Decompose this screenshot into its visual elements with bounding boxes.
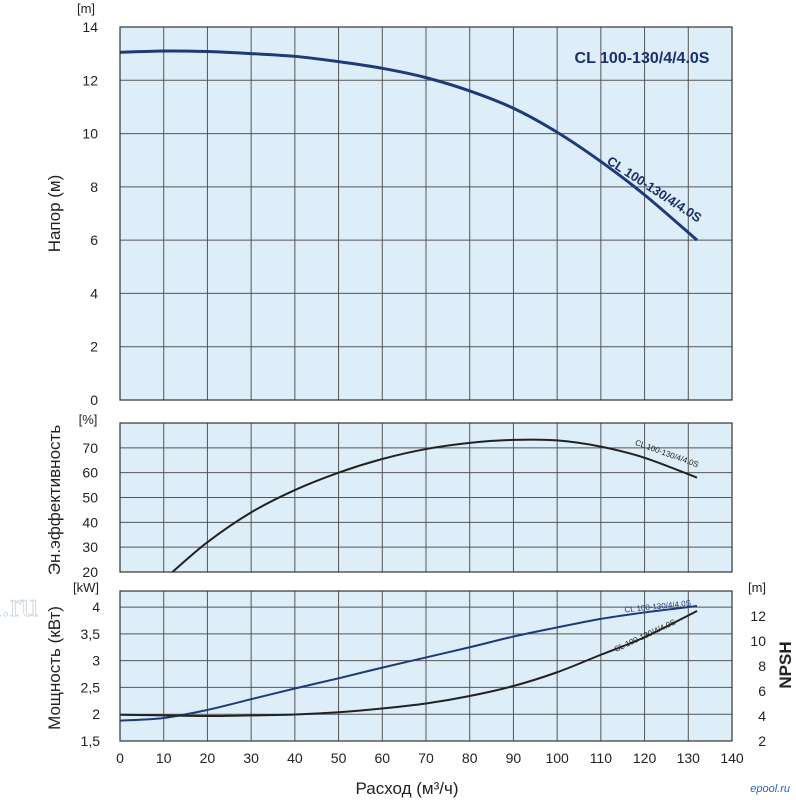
y2-tick-label: 2 bbox=[758, 733, 766, 749]
y-tick-label: 2,5 bbox=[81, 679, 101, 695]
y-tick-label: 12 bbox=[82, 72, 98, 88]
y-tick-label: 70 bbox=[82, 440, 98, 456]
x-tick-label: 80 bbox=[462, 750, 478, 766]
y-axis-unit: [kW] bbox=[73, 580, 99, 595]
plot-frame bbox=[119, 26, 733, 401]
y-tick-label: 50 bbox=[82, 490, 98, 506]
x-tick-label: 130 bbox=[677, 750, 701, 766]
x-tick-label: 140 bbox=[720, 750, 744, 766]
x-tick-label: 60 bbox=[374, 750, 390, 766]
y-tick-label: 3,5 bbox=[81, 626, 101, 642]
x-tick-label: 50 bbox=[331, 750, 347, 766]
watermark-text: l.ru bbox=[0, 587, 38, 624]
y-tick-label: 8 bbox=[90, 179, 98, 195]
power-curve bbox=[119, 605, 698, 722]
y-tick-label: 40 bbox=[82, 514, 98, 530]
x-tick-label: 120 bbox=[633, 750, 657, 766]
y2-tick-label: 10 bbox=[750, 633, 766, 649]
x-tick-label: 70 bbox=[418, 750, 434, 766]
efficiency-curve bbox=[171, 438, 698, 573]
x-tick-label: 30 bbox=[243, 750, 259, 766]
y-tick-label: 2 bbox=[92, 706, 100, 722]
y-tick-label: 1,5 bbox=[81, 733, 101, 749]
head-curve bbox=[119, 49, 699, 242]
plot-frame bbox=[119, 590, 733, 742]
y2-axis-label: NPSH bbox=[776, 641, 795, 688]
y2-tick-label: 4 bbox=[758, 708, 766, 724]
y-axis-label: Эн.эффективность bbox=[45, 425, 64, 576]
npsh-curve bbox=[119, 610, 698, 718]
y-tick-label: 14 bbox=[82, 19, 98, 35]
efficiency-chart bbox=[119, 422, 733, 573]
y2-axis-unit: [m] bbox=[748, 580, 766, 595]
y-axis-label: Напор (м) bbox=[45, 175, 64, 253]
y2-tick-label: 8 bbox=[758, 658, 766, 674]
y-tick-label: 4 bbox=[90, 285, 98, 301]
x-tick-label: 20 bbox=[200, 750, 216, 766]
x-tick-label: 100 bbox=[545, 750, 569, 766]
x-tick-label: 10 bbox=[156, 750, 172, 766]
y2-tick-label: 12 bbox=[750, 608, 766, 624]
x-tick-label: 110 bbox=[590, 750, 613, 766]
x-axis-label: Расход (м³/ч) bbox=[355, 779, 458, 798]
epool-logo: epool.ru bbox=[750, 783, 790, 795]
plot-frame bbox=[119, 422, 733, 573]
y-axis-unit: [m] bbox=[77, 1, 95, 16]
chart-panels bbox=[119, 26, 733, 742]
y-tick-label: 10 bbox=[82, 126, 98, 142]
y-axis-label: Мощность (кВт) bbox=[45, 606, 64, 730]
power-npsh-chart bbox=[119, 590, 733, 742]
y-tick-label: 0 bbox=[90, 392, 98, 408]
x-tick-label: 0 bbox=[116, 750, 124, 766]
y-tick-label: 6 bbox=[90, 232, 98, 248]
x-tick-label: 90 bbox=[506, 750, 522, 766]
y2-tick-label: 6 bbox=[758, 683, 766, 699]
chart-title: CL 100-130/4/4.0S bbox=[575, 50, 710, 67]
head-chart bbox=[119, 26, 733, 401]
y-tick-label: 4 bbox=[92, 599, 100, 615]
y-axis-unit: [%] bbox=[79, 412, 98, 427]
x-tick-label: 40 bbox=[287, 750, 303, 766]
y-tick-label: 20 bbox=[82, 564, 98, 580]
y-tick-label: 3 bbox=[92, 653, 100, 669]
y-tick-label: 30 bbox=[82, 539, 98, 555]
y-tick-label: 2 bbox=[90, 339, 98, 355]
y-tick-label: 60 bbox=[82, 465, 98, 481]
